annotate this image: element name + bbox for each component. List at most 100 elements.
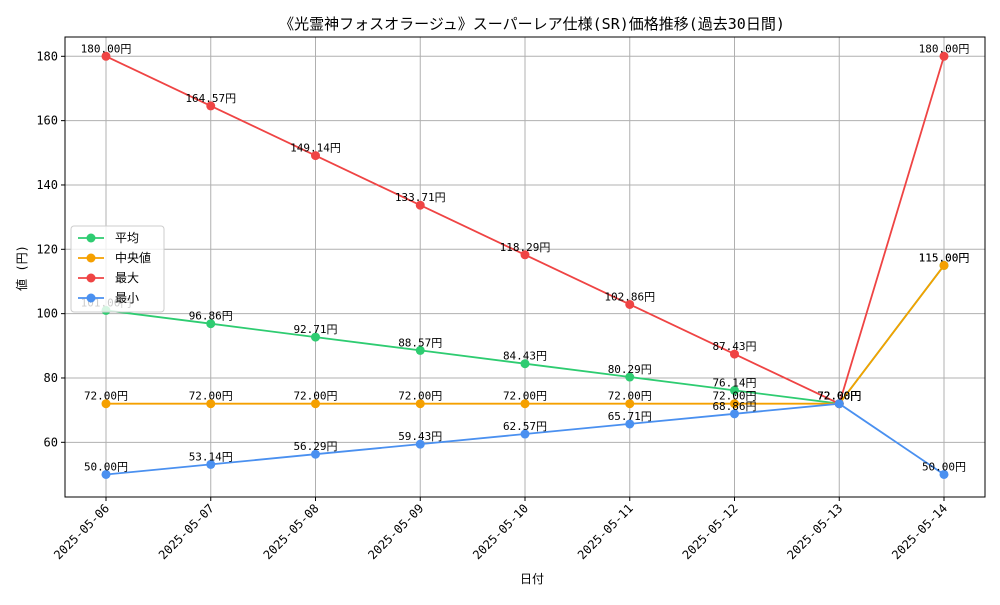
legend-marker (86, 233, 96, 243)
data-label: 72.00円 (398, 390, 442, 403)
data-label: 50.00円 (922, 460, 966, 473)
grid (65, 37, 985, 497)
data-point (834, 399, 844, 409)
data-point (939, 51, 949, 61)
data-label: 180.00円 (919, 42, 970, 55)
data-label: 102.86円 (604, 290, 655, 303)
data-label: 115.00円 (919, 251, 970, 264)
data-label: 76.14円 (712, 376, 756, 389)
data-label: 68.86円 (712, 400, 756, 413)
data-point (415, 439, 425, 449)
data-point (101, 51, 111, 61)
data-point (101, 399, 111, 409)
x-tick-label: 2025-05-09 (365, 501, 426, 562)
legend-marker (86, 293, 96, 303)
x-tick-label: 2025-05-07 (156, 501, 217, 562)
data-label: 72.00円 (817, 390, 861, 403)
data-label: 53.14円 (189, 450, 233, 463)
legend-item: 最小 (78, 291, 139, 305)
data-label: 72.00円 (503, 390, 547, 403)
data-point (730, 385, 739, 395)
data-point (206, 459, 216, 469)
data-point (415, 200, 425, 210)
x-tick-label: 2025-05-06 (51, 501, 112, 562)
x-tick-label: 2025-05-10 (470, 501, 531, 562)
data-label: 72.00円 (293, 390, 337, 403)
x-tick-label: 2025-05-13 (784, 501, 845, 562)
data-label: 164.57円 (185, 92, 236, 105)
legend-item: 平均 (78, 231, 139, 245)
y-tick-label: 80 (44, 371, 58, 385)
data-label: 115.00円 (919, 251, 970, 264)
data-label: 88.57円 (398, 336, 442, 349)
series-layer (101, 51, 949, 479)
data-label: 72.00円 (817, 390, 861, 403)
data-label: 96.86円 (189, 310, 233, 323)
data-point (101, 469, 111, 479)
x-tick-label: 2025-05-08 (261, 501, 322, 562)
data-label: 92.71円 (293, 323, 337, 336)
data-point (415, 345, 425, 355)
legend-label: 最大 (115, 271, 139, 285)
data-point (311, 449, 320, 459)
data-label: 59.43円 (398, 430, 442, 443)
y-axis-label: 値 (円) (14, 245, 29, 291)
data-point (625, 372, 635, 382)
legend-item: 最大 (78, 271, 139, 285)
data-label: 62.57円 (503, 420, 547, 433)
data-point (625, 299, 635, 309)
data-point (520, 250, 530, 260)
data-label: 72.00円 (189, 390, 233, 403)
data-label: 87.43円 (712, 340, 756, 353)
data-label: 149.14円 (290, 142, 341, 155)
data-label: 118.29円 (500, 241, 551, 254)
data-point (625, 399, 635, 409)
data-point (625, 419, 635, 429)
data-label: 50.00円 (84, 460, 128, 473)
data-label: 133.71円 (395, 191, 446, 204)
legend-item: 中央値 (78, 250, 151, 265)
data-point (520, 399, 530, 409)
data-point (415, 399, 425, 409)
data-point (206, 101, 216, 111)
data-label: 84.43円 (503, 350, 547, 363)
data-label: 72.00円 (84, 390, 128, 403)
y-axis: 60 80 100 120 140 160 180 (36, 49, 65, 449)
data-label: 72.00円 (712, 390, 756, 403)
legend-box (70, 225, 165, 313)
y-tick-label: 140 (36, 178, 58, 192)
data-point (206, 319, 216, 329)
data-label: 65.71円 (608, 410, 652, 423)
data-label: 72.00円 (817, 390, 861, 403)
data-point (730, 349, 739, 359)
data-point (730, 399, 739, 409)
y-tick-label: 180 (36, 49, 58, 63)
data-point (730, 409, 739, 419)
data-label: 180.00円 (81, 42, 132, 55)
x-tick-label: 2025-05-11 (575, 501, 636, 562)
x-tick-label: 2025-05-12 (680, 501, 741, 562)
data-point (206, 399, 216, 409)
x-axis-label: 日付 (520, 572, 544, 586)
chart-title: 《光霊神フォスオラージュ》スーパーレア仕様(SR)価格推移(過去30日間) (279, 15, 785, 33)
x-axis: 2025-05-06 2025-05-07 2025-05-08 2025-05-09… (51, 497, 950, 562)
data-point (939, 469, 949, 479)
legend-marker (86, 273, 96, 283)
y-tick-label: 160 (36, 114, 58, 128)
data-point (311, 399, 320, 409)
data-point (520, 359, 530, 369)
data-point (520, 429, 530, 439)
data-point (311, 332, 320, 342)
data-labels: 101.00円96.86円92.71円88.57円84.43円80.29円76.… (81, 42, 970, 473)
series-4 (101, 399, 949, 479)
data-label: 56.29円 (293, 440, 337, 453)
legend-label: 中央値 (115, 250, 151, 265)
x-tick-label: 2025-05-14 (889, 501, 950, 562)
data-label: 80.29円 (608, 363, 652, 376)
data-label: 72.00円 (608, 390, 652, 403)
data-label: 72.00円 (817, 390, 861, 403)
legend-label: 最小 (115, 291, 139, 305)
